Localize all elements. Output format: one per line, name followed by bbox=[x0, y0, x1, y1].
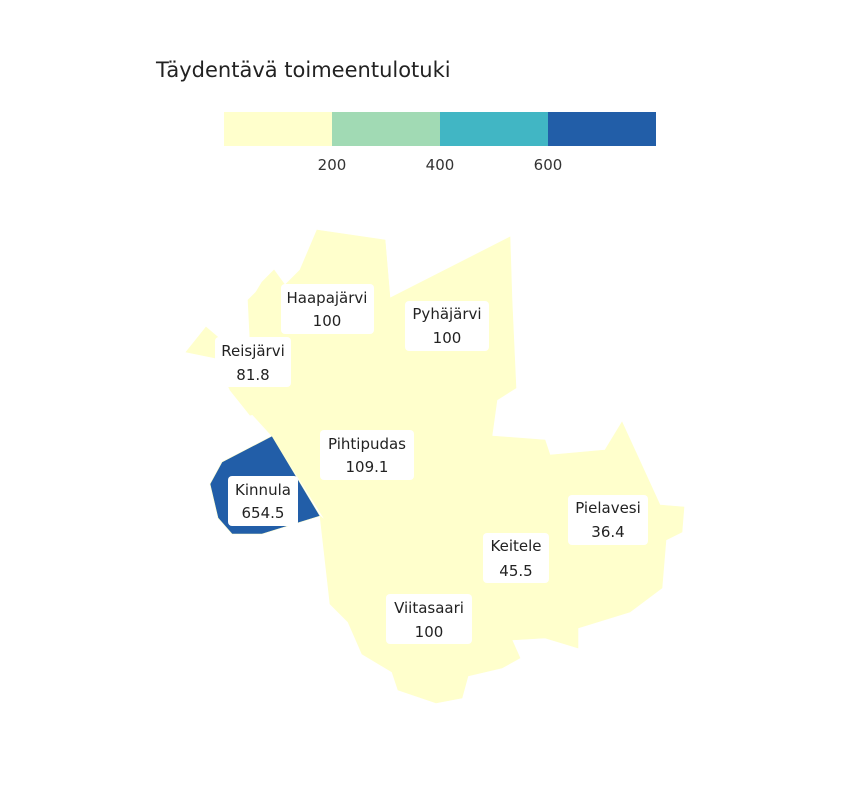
legend-tick-200: 200 bbox=[318, 156, 347, 174]
label-kinnula: Kinnula 654.5 bbox=[228, 476, 298, 526]
label-haapajarvi: Haapajärvi 100 bbox=[281, 284, 374, 334]
legend: 200 400 600 bbox=[224, 112, 656, 174]
region-value: 45.5 bbox=[499, 562, 532, 580]
legend-tick-600: 600 bbox=[534, 156, 563, 174]
region-name: Pielavesi bbox=[575, 499, 641, 517]
legend-swatch-3 bbox=[440, 112, 548, 146]
label-reisjarvi: Reisjärvi 81.8 bbox=[215, 337, 291, 387]
label-keitele: Keitele 45.5 bbox=[483, 533, 549, 583]
region-name: Viitasaari bbox=[394, 599, 464, 617]
legend-swatch-4 bbox=[548, 112, 656, 146]
label-pielavesi: Pielavesi 36.4 bbox=[568, 495, 648, 545]
region-name: Keitele bbox=[491, 537, 542, 555]
label-pyhajarvi: Pyhäjärvi 100 bbox=[405, 301, 489, 351]
region-labels: Haapajärvi 100 Pyhäjärvi 100 Reisjärvi 8… bbox=[215, 284, 648, 644]
region-name: Kinnula bbox=[235, 481, 291, 499]
legend-swatch-2 bbox=[332, 112, 440, 146]
region-value: 100 bbox=[313, 312, 342, 330]
label-pihtipudas: Pihtipudas 109.1 bbox=[320, 430, 414, 480]
region-name: Reisjärvi bbox=[221, 342, 285, 360]
region-name: Haapajärvi bbox=[287, 289, 368, 307]
region-value: 109.1 bbox=[346, 458, 389, 476]
map-title: Täydentävä toimeentulotuki bbox=[155, 58, 451, 82]
legend-tick-400: 400 bbox=[426, 156, 455, 174]
legend-swatch-1 bbox=[224, 112, 332, 146]
region-value: 100 bbox=[415, 623, 444, 641]
region-name: Pihtipudas bbox=[328, 435, 406, 453]
region-value: 81.8 bbox=[236, 366, 269, 384]
region-value: 36.4 bbox=[591, 523, 624, 541]
region-name: Pyhäjärvi bbox=[412, 305, 481, 323]
region-value: 100 bbox=[433, 329, 462, 347]
label-viitasaari: Viitasaari 100 bbox=[386, 594, 472, 644]
region-value: 654.5 bbox=[242, 504, 285, 522]
